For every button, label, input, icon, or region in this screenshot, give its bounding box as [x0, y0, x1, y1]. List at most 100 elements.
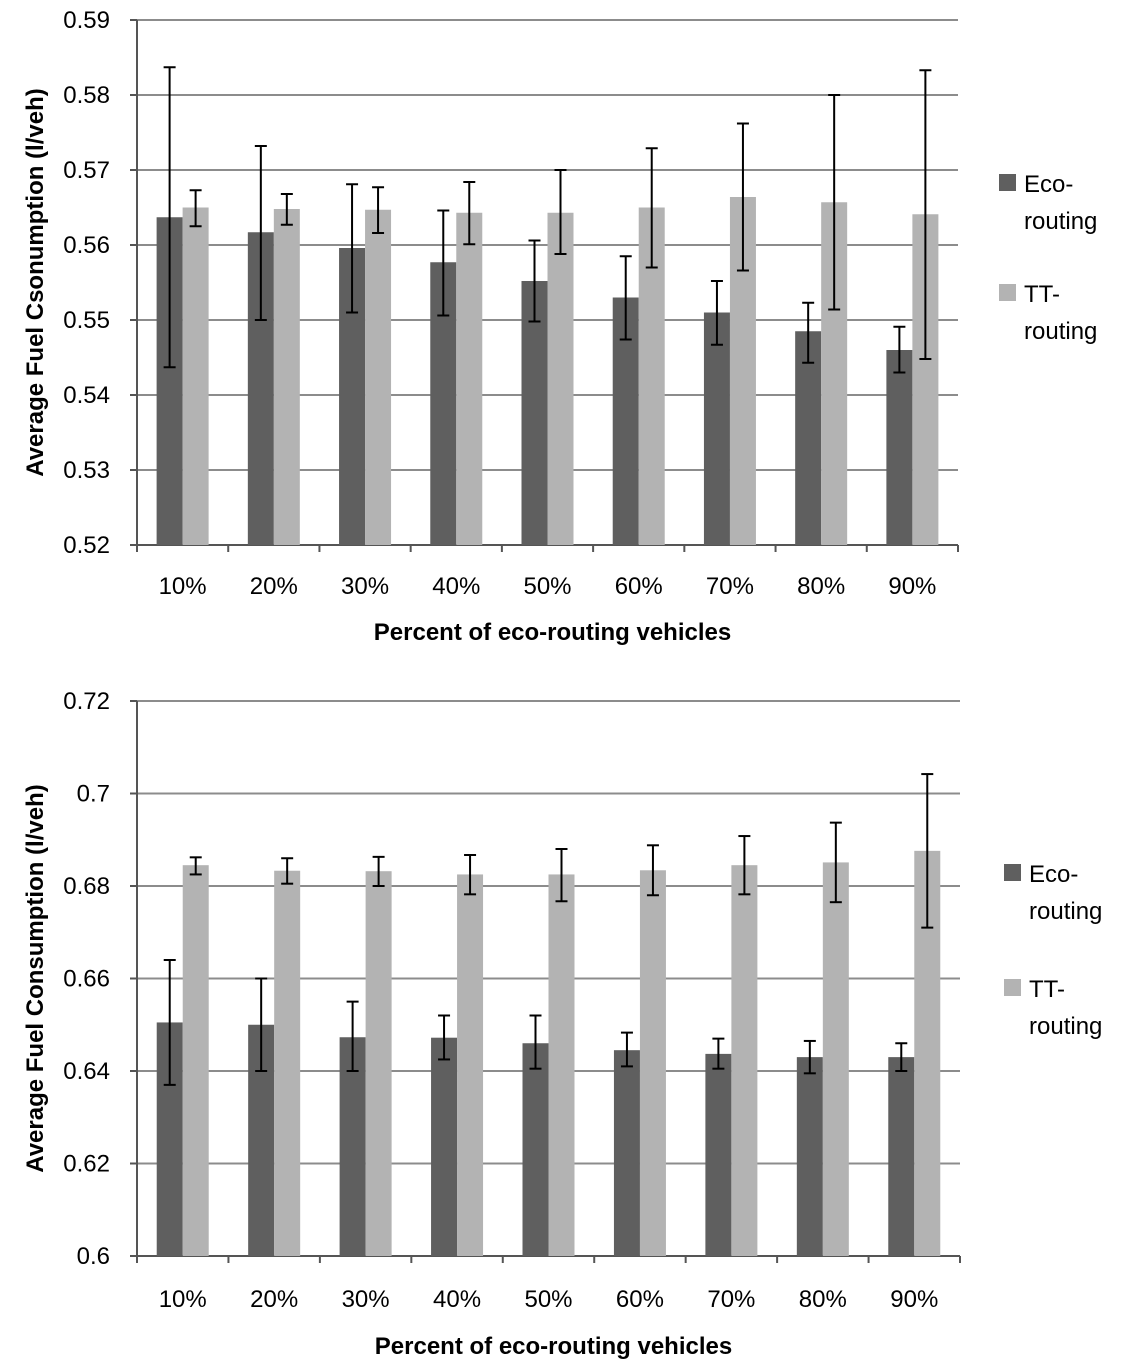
error-bar: [712, 1037, 725, 1070]
error-bar: [646, 844, 659, 897]
error-bar: [346, 1000, 359, 1072]
x-tick-label: 20%: [250, 573, 298, 600]
error-bar: [372, 855, 385, 887]
x-tick-label: 90%: [890, 1286, 938, 1313]
bar-tt-routing-30pct: [365, 209, 392, 545]
chart-top: 0.52 0.53 0.54 0.55 0.56 0.57 0.58 0.59 10% 20% 30…: [22, 7, 1097, 646]
error-bar: [919, 69, 932, 360]
bar-eco-routing-90pct: [886, 350, 913, 545]
x-tick-label: 40%: [432, 573, 480, 600]
error-bar: [437, 209, 450, 317]
error-bar: [555, 848, 568, 903]
error-bar: [829, 821, 842, 904]
error-bar: [645, 147, 658, 269]
error-bar: [736, 122, 749, 272]
error-bar: [620, 1031, 633, 1068]
error-bar: [163, 66, 176, 369]
bar-eco-routing-30pct: [339, 1037, 366, 1256]
y-axis-title: Average Fuel Csonumption (l/veh): [22, 88, 49, 477]
x-axis-title: Percent of eco-routing vehicles: [374, 619, 731, 646]
error-bar: [895, 1042, 908, 1072]
bar-eco-routing-50pct: [521, 281, 548, 545]
legend-label: TT-: [1024, 281, 1060, 308]
error-bar: [254, 145, 267, 321]
y-tick-label: 0.6: [77, 1243, 110, 1270]
bar-eco-routing-80pct: [796, 1057, 823, 1256]
y-tick-label: 0.59: [63, 7, 110, 34]
x-tick-label: 30%: [341, 573, 389, 600]
y-tick-label: 0.7: [77, 781, 110, 808]
error-bar: [554, 169, 567, 255]
legend-label: routing: [1029, 898, 1102, 925]
legend-swatch-tt-routing: [999, 284, 1016, 301]
bar-tt-routing-70pct: [731, 865, 758, 1256]
y-tick-label: 0.55: [63, 307, 110, 334]
legend-swatch-eco-routing: [999, 174, 1016, 191]
x-tick-label: 70%: [707, 1286, 755, 1313]
y-tick-label: 0.72: [63, 688, 110, 715]
error-bar: [893, 325, 906, 374]
legend-swatch-eco-routing: [1004, 864, 1021, 881]
x-tick-label: 40%: [433, 1286, 481, 1313]
x-tick-label: 50%: [523, 573, 571, 600]
bar-eco-routing-70pct: [705, 1053, 732, 1256]
error-bar: [529, 1014, 542, 1070]
y-tick-label: 0.52: [63, 532, 110, 559]
y-tick-label: 0.66: [63, 966, 110, 993]
bar-tt-routing-50pct: [547, 212, 574, 545]
bar-tt-routing-50pct: [548, 874, 575, 1256]
legend-label: routing: [1024, 318, 1097, 345]
legend: Eco-routing TT-routing: [999, 171, 1097, 345]
x-tick-label: 10%: [159, 1286, 207, 1313]
error-bar: [528, 239, 541, 323]
bar-tt-routing-40pct: [456, 212, 483, 545]
bar-tt-routing-10pct: [182, 865, 209, 1256]
legend-label: routing: [1029, 1013, 1102, 1040]
error-bar: [372, 186, 385, 234]
x-axis-title: Percent of eco-routing vehicles: [375, 1333, 732, 1360]
bar-tt-routing-60pct: [639, 870, 666, 1256]
error-bar: [463, 181, 476, 246]
legend: Eco-routing TT-routing: [1004, 861, 1102, 1040]
y-tick-label: 0.53: [63, 457, 110, 484]
bar-tt-routing-20pct: [274, 870, 301, 1256]
x-tick-label: 20%: [250, 1286, 298, 1313]
y-tick-label: 0.64: [63, 1058, 110, 1085]
error-bar: [802, 301, 815, 364]
error-bar: [464, 854, 477, 896]
bar-eco-routing-60pct: [613, 1050, 640, 1256]
bar-eco-routing-90pct: [888, 1057, 915, 1256]
y-tick-label: 0.58: [63, 82, 110, 109]
error-bar: [438, 1014, 451, 1061]
x-tick-label: 80%: [799, 1286, 847, 1313]
error-bar: [163, 959, 176, 1086]
legend-label: routing: [1024, 208, 1097, 235]
legend-label: TT-: [1029, 976, 1065, 1003]
legend-swatch-tt-routing: [1004, 979, 1021, 996]
error-bar: [738, 835, 751, 896]
bar-eco-routing-40pct: [431, 1037, 458, 1256]
bar-tt-routing-10pct: [182, 207, 209, 545]
error-bar: [281, 857, 294, 885]
y-tick-label: 0.62: [63, 1151, 110, 1178]
y-axis-title: Average Fuel Consumption (l/veh): [22, 784, 49, 1173]
error-bar: [255, 977, 268, 1072]
error-bar: [803, 1039, 816, 1075]
x-tick-label: 60%: [616, 1286, 664, 1313]
x-tick-label: 60%: [615, 573, 663, 600]
x-tick-label: 70%: [706, 573, 754, 600]
error-bar: [346, 183, 359, 314]
chart-bottom: 0.6 0.62 0.64 0.66 0.68 0.7 0.72 10% 20% 30% 40% 50…: [22, 688, 1102, 1360]
error-bar: [189, 189, 202, 228]
error-bar: [921, 773, 934, 929]
y-tick-label: 0.68: [63, 873, 110, 900]
error-bar: [619, 255, 632, 341]
error-bar: [828, 94, 841, 311]
bar-tt-routing-80pct: [822, 862, 849, 1256]
bar-tt-routing-30pct: [365, 871, 392, 1256]
x-tick-label: 10%: [159, 573, 207, 600]
x-tick-label: 50%: [524, 1286, 572, 1313]
bar-tt-routing-40pct: [457, 874, 484, 1256]
